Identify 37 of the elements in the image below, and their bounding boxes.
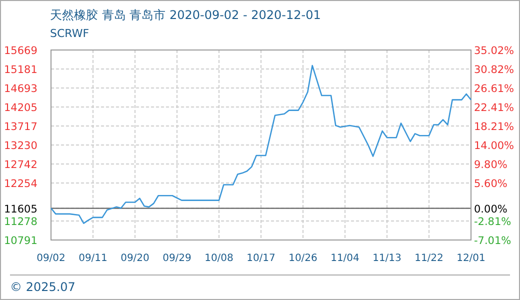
x-tick-label: 10/08 [204, 253, 234, 264]
y2-tick-label: 5.60% [474, 178, 508, 190]
x-tick-label: 09/20 [120, 253, 150, 264]
y2-tick-label: 0.00% [474, 203, 508, 216]
y2-tick-label: 30.82% [474, 64, 514, 76]
y-tick-label: 13230 [4, 140, 38, 152]
x-tick-label: 11/13 [372, 253, 402, 264]
x-tick-label: 10/17 [246, 253, 276, 264]
y-tick-label: 11278 [4, 216, 38, 228]
y2-tick-label: 35.02% [474, 45, 514, 57]
y2-tick-label: 9.80% [474, 159, 508, 172]
y2-tick-label: 14.00% [474, 140, 514, 152]
y-tick-label: 11605 [4, 203, 38, 216]
y2-tick-label: 22.41% [474, 102, 514, 114]
x-tick-label: 11/04 [330, 253, 360, 264]
x-tick-label: 12/01 [456, 253, 486, 264]
y-tick-label: 10791 [4, 235, 38, 247]
y2-tick-label: 26.61% [474, 83, 514, 96]
y2-tick-label: -2.81% [474, 216, 512, 228]
y-tick-label: 12742 [4, 159, 38, 172]
y-tick-label: 15181 [4, 64, 38, 76]
y-tick-label: 15669 [4, 45, 38, 57]
chart-subtitle: SCRWF [50, 27, 90, 40]
x-tick-label: 11/22 [414, 253, 444, 264]
x-tick-label: 09/11 [78, 253, 108, 264]
y-tick-label: 14693 [4, 83, 38, 96]
y-tick-label: 14205 [4, 102, 38, 114]
y-tick-label: 13717 [4, 121, 38, 134]
x-tick-label: 09/29 [162, 253, 192, 264]
x-tick-label: 09/02 [36, 253, 66, 264]
x-tick-label: 10/26 [288, 253, 318, 264]
y-tick-label: 12254 [4, 178, 38, 190]
chart-title: 天然橡胶 青岛 青岛市 2020-09-02 - 2020-12-01 [50, 8, 321, 22]
y2-tick-label: -7.01% [474, 235, 512, 247]
line-series [50, 64, 472, 224]
text: © 2025.07 [10, 280, 76, 294]
y2-tick-label: 18.21% [474, 120, 514, 133]
